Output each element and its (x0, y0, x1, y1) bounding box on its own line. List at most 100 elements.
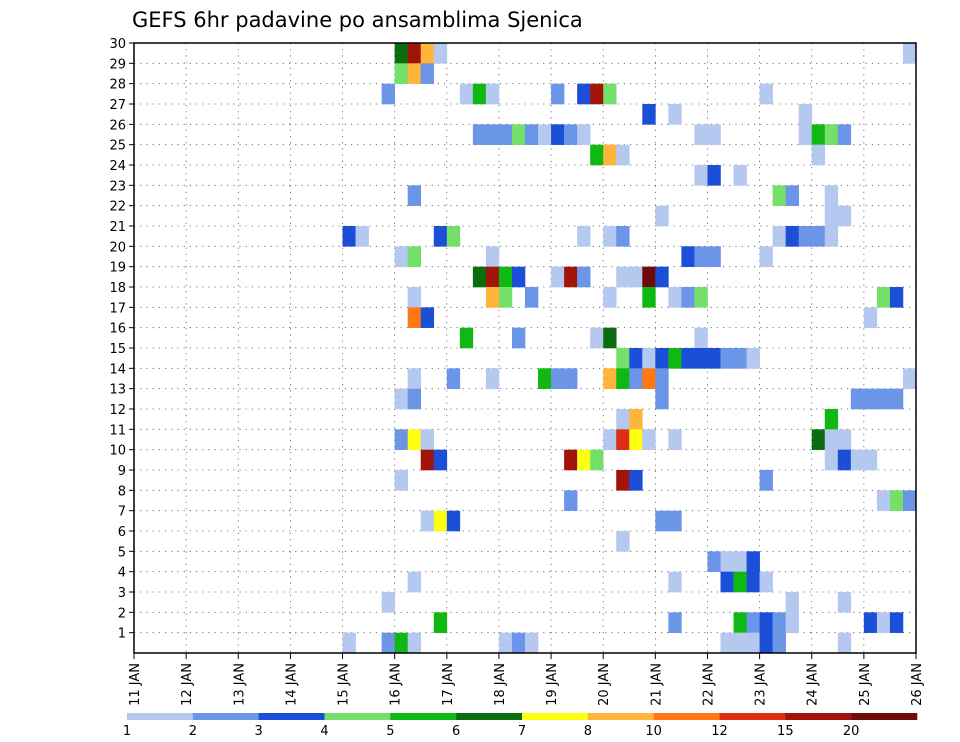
legend-label: 3 (255, 724, 263, 739)
y-tick-label: 30 (109, 37, 126, 52)
heatmap-cell (798, 124, 813, 145)
x-tick-label: 18 JAN (493, 663, 508, 706)
x-tick-label: 26 JAN (910, 663, 925, 706)
heatmap-cell (668, 571, 682, 593)
heatmap-cell (394, 632, 408, 654)
heatmap-cell (720, 632, 734, 654)
heatmap-cell (668, 429, 682, 450)
heatmap-cell (616, 531, 630, 552)
x-tick-label: 12 JAN (180, 663, 195, 706)
legend-label: 7 (518, 724, 526, 739)
heatmap-cell (381, 83, 395, 105)
x-tick-label: 19 JAN (545, 663, 560, 706)
heatmap-cell (577, 266, 591, 288)
heatmap-cell (720, 551, 734, 572)
legend-swatch (390, 713, 457, 720)
heatmap-cell (798, 104, 813, 125)
heatmap-cell (485, 368, 500, 389)
heatmap-cell (603, 429, 617, 450)
heatmap-cell (824, 409, 839, 430)
legend-swatch (851, 713, 918, 720)
y-tick-label: 9 (118, 464, 126, 479)
heatmap-cell (707, 551, 721, 572)
y-tick-label: 8 (118, 484, 126, 499)
chart-title: GEFS 6hr padavine po ansamblima Sjenica (132, 8, 583, 32)
heatmap-cell (420, 63, 435, 84)
heatmap-cell (616, 226, 630, 247)
heatmap-cell (876, 490, 891, 511)
heatmap-cell (824, 449, 839, 471)
heatmap-cell (759, 470, 773, 491)
heatmap-cell (694, 327, 708, 349)
heatmap-cell (433, 612, 448, 633)
heatmap-cell (759, 246, 773, 267)
heatmap-cell (394, 470, 408, 491)
legend-label: 4 (320, 724, 328, 739)
heatmap-cell (407, 246, 422, 267)
x-tick-label: 24 JAN (806, 663, 821, 706)
heatmap-cell (629, 409, 643, 430)
heatmap-cell (511, 327, 526, 349)
heatmap-cell (642, 429, 656, 450)
heatmap-cell (538, 368, 552, 389)
heatmap-cell (733, 632, 747, 654)
y-tick-label: 13 (109, 383, 126, 398)
heatmap-cell (472, 266, 487, 288)
heatmap-cell (381, 592, 395, 613)
heatmap-cell (407, 287, 422, 308)
heatmap-cell (459, 327, 474, 349)
legend-label: 1 (123, 724, 131, 739)
x-tick-label: 20 JAN (597, 663, 612, 706)
heatmap-cell (564, 124, 578, 145)
heatmap-cell (564, 266, 578, 288)
heatmap-cell (577, 124, 591, 145)
y-tick-label: 20 (109, 240, 126, 255)
y-tick-label: 29 (109, 57, 126, 72)
y-tick-label: 17 (109, 301, 126, 316)
heatmap-cell (863, 307, 878, 328)
heatmap-cell (694, 124, 708, 145)
heatmap-cell (407, 632, 422, 654)
heatmap-cell (889, 287, 904, 308)
heatmap-cell (642, 104, 656, 125)
heatmap-cell (759, 83, 773, 105)
y-tick-label: 22 (109, 200, 126, 215)
legend-swatch (719, 713, 786, 720)
heatmap-cell (733, 551, 747, 572)
heatmap-cell (707, 165, 721, 186)
heatmap-cell (433, 43, 448, 64)
y-tick-label: 3 (118, 586, 126, 601)
heatmap-cell (355, 226, 369, 247)
x-tick-label: 11 JAN (128, 663, 143, 706)
heatmap-cell (603, 368, 617, 389)
heatmap-cell (394, 246, 408, 267)
heatmap-cell (746, 612, 760, 633)
legend-swatch (324, 713, 391, 720)
heatmap-cell (759, 612, 773, 633)
heatmap-cell (433, 510, 448, 532)
heatmap-cell (720, 571, 734, 593)
heatmap-cell (485, 266, 500, 288)
heatmap-cell (407, 368, 422, 389)
heatmap-cell (668, 104, 682, 125)
heatmap-cell (446, 510, 461, 532)
y-tick-label: 7 (118, 505, 126, 520)
heatmap-cell (485, 246, 500, 267)
heatmap-cell (785, 592, 799, 613)
legend-label: 6 (452, 724, 460, 739)
heatmap-cell (824, 429, 839, 450)
heatmap-cell (420, 510, 435, 532)
heatmap-cell (655, 348, 669, 369)
heatmap-cell (511, 632, 526, 654)
heatmap-cell (525, 287, 539, 308)
heatmap-cell (420, 307, 435, 328)
heatmap-cell (616, 348, 630, 369)
heatmap-cell (889, 612, 904, 633)
heatmap-cell (863, 449, 878, 471)
legend-swatch (522, 713, 589, 720)
heatmap-cell (759, 571, 773, 593)
heatmap-cell (603, 287, 617, 308)
legend-swatch (127, 713, 194, 720)
x-tick-label: 25 JAN (858, 663, 873, 706)
